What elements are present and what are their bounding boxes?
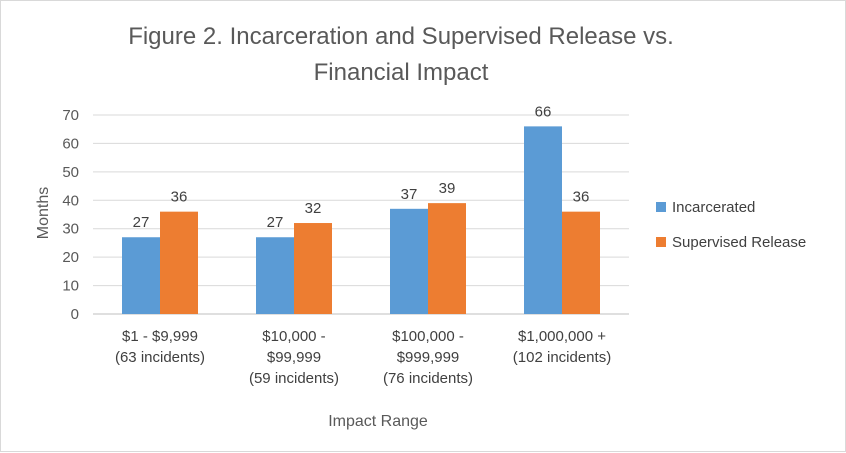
x-axis-title: Impact Range bbox=[328, 413, 428, 430]
legend-label-supervised-release: Supervised Release bbox=[672, 233, 807, 251]
x-tick-label: (102 incidents) bbox=[513, 349, 611, 366]
y-tick-label: 30 bbox=[62, 221, 79, 238]
bar-incarcerated bbox=[524, 126, 562, 314]
data-label: 32 bbox=[305, 200, 322, 217]
bar-incarcerated bbox=[390, 208, 428, 314]
bar-supervised-release bbox=[428, 203, 466, 314]
y-tick-label: 60 bbox=[62, 135, 79, 152]
x-tick-label: (63 incidents) bbox=[115, 349, 205, 366]
x-tick-label: $10,000 - bbox=[262, 328, 325, 345]
data-label: 36 bbox=[171, 189, 188, 206]
chart-title-line-1: Figure 2. Incarceration and Supervised R… bbox=[128, 23, 674, 50]
data-label: 36 bbox=[573, 189, 590, 206]
legend-swatch-incarcerated bbox=[656, 202, 666, 212]
x-tick-label: $1 - $9,999 bbox=[122, 328, 198, 345]
y-tick-label: 10 bbox=[62, 278, 79, 295]
x-tick-label: $1,000,000 + bbox=[518, 328, 606, 345]
chart-title-line-2: Financial Impact bbox=[313, 59, 489, 86]
bar-supervised-release bbox=[160, 211, 198, 314]
legend-item-supervised-release: Supervised Release bbox=[656, 232, 806, 252]
y-tick-label: 20 bbox=[62, 249, 79, 266]
legend: Incarcerated Supervised Release bbox=[656, 197, 806, 267]
x-tick-label: $99,999 bbox=[267, 349, 321, 366]
data-label: 27 bbox=[133, 214, 150, 231]
axis-ticks: 0 10 20 30 40 50 60 70 $1 - $9,999 (63 incidents)… bbox=[62, 107, 611, 387]
data-labels: 27 36 27 32 37 39 66 36 bbox=[133, 103, 590, 231]
data-label: 66 bbox=[535, 103, 552, 120]
y-tick-label: 0 bbox=[71, 306, 79, 323]
bar-incarcerated bbox=[122, 237, 160, 314]
legend-swatch-supervised-release bbox=[656, 237, 666, 247]
bar-incarcerated bbox=[256, 237, 294, 314]
x-tick-label: $100,000 - bbox=[392, 328, 464, 345]
legend-item-incarcerated: Incarcerated bbox=[656, 197, 806, 217]
data-label: 37 bbox=[401, 186, 418, 203]
data-label: 27 bbox=[267, 214, 284, 231]
bars bbox=[122, 126, 600, 314]
bar-supervised-release bbox=[294, 223, 332, 314]
legend-label-incarcerated: Incarcerated bbox=[672, 198, 756, 216]
y-tick-label: 70 bbox=[62, 107, 79, 124]
y-tick-label: 50 bbox=[62, 164, 79, 181]
y-axis-title: Months bbox=[35, 187, 52, 239]
bar-supervised-release bbox=[562, 211, 600, 314]
y-tick-label: 40 bbox=[62, 192, 79, 209]
x-tick-label: (59 incidents) bbox=[249, 370, 339, 387]
data-label: 39 bbox=[439, 180, 456, 197]
x-tick-label: $999,999 bbox=[397, 349, 460, 366]
x-tick-label: (76 incidents) bbox=[383, 370, 473, 387]
